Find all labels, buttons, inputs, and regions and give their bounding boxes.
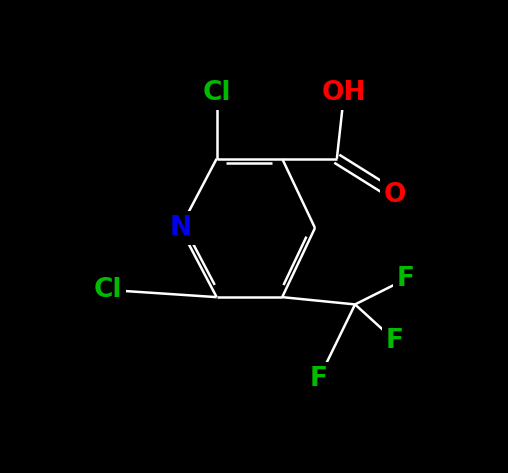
Text: Cl: Cl	[93, 277, 121, 303]
Text: F: F	[309, 366, 328, 392]
Text: O: O	[384, 182, 406, 208]
Text: OH: OH	[322, 80, 366, 106]
Text: Cl: Cl	[202, 80, 231, 106]
Text: N: N	[169, 215, 191, 241]
Text: F: F	[397, 266, 415, 292]
Text: F: F	[386, 328, 404, 354]
